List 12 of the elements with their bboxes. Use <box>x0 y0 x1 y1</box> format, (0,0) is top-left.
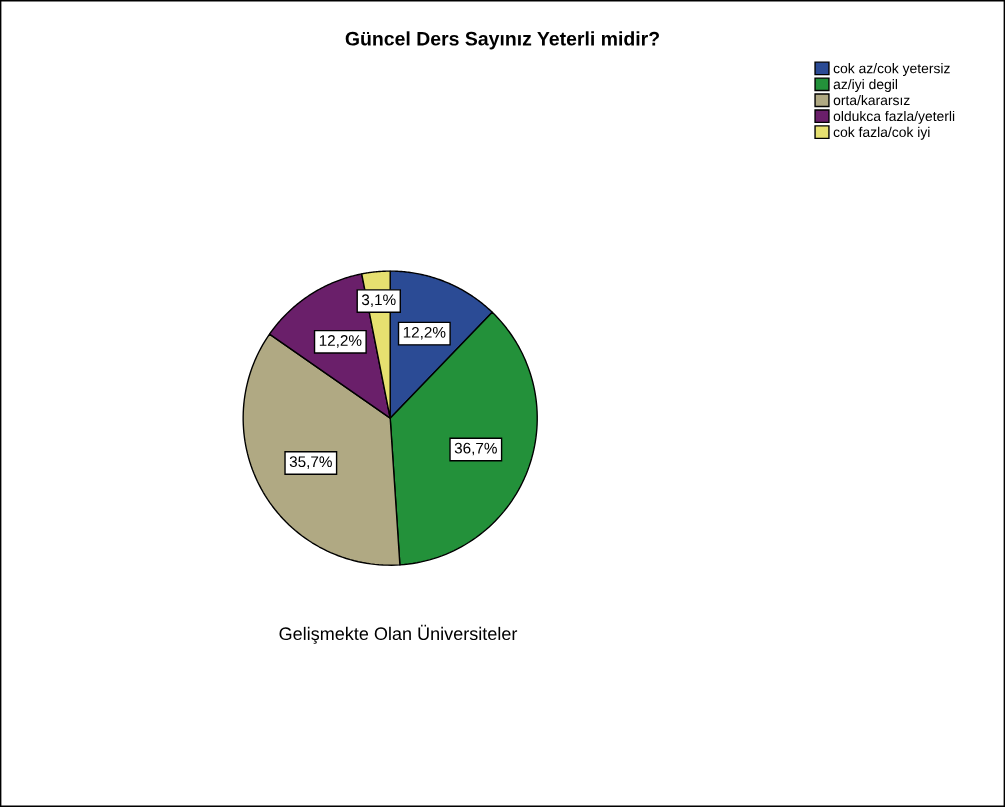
legend-label: oldukca fazla/yeterli <box>833 110 955 124</box>
text: Gelişmekte Olan Üniversiteler <box>279 624 518 644</box>
legend-label: cok az/cok yetersiz <box>833 63 950 77</box>
legend-label: cok fazla/cok iyi <box>833 126 930 140</box>
legend-label: az/iyi degil <box>833 79 898 92</box>
data-label: 35,7% <box>289 456 332 469</box>
data-label: 12,2% <box>319 335 362 348</box>
chart-title: Güncel Ders Sayınız Yeterli midir? <box>345 31 659 50</box>
data-label: 12,2% <box>403 326 446 340</box>
legend-label: orta/kararsız <box>833 94 910 106</box>
data-label: 3,1% <box>361 294 396 307</box>
data-label: 36,7% <box>454 442 497 456</box>
